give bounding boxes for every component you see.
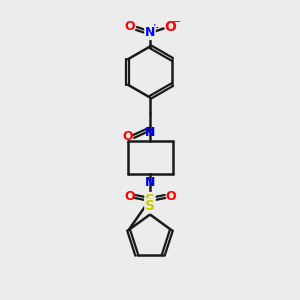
Text: S: S — [145, 199, 155, 213]
Text: S: S — [145, 193, 155, 206]
Text: −: − — [171, 17, 181, 28]
Text: +: + — [150, 22, 159, 33]
Text: O: O — [124, 190, 135, 203]
Text: O: O — [124, 20, 135, 34]
Text: O: O — [164, 20, 176, 34]
Text: N: N — [145, 176, 155, 188]
Text: O: O — [123, 130, 134, 143]
Text: O: O — [165, 190, 176, 203]
Text: N: N — [145, 26, 155, 40]
Text: N: N — [145, 127, 155, 140]
